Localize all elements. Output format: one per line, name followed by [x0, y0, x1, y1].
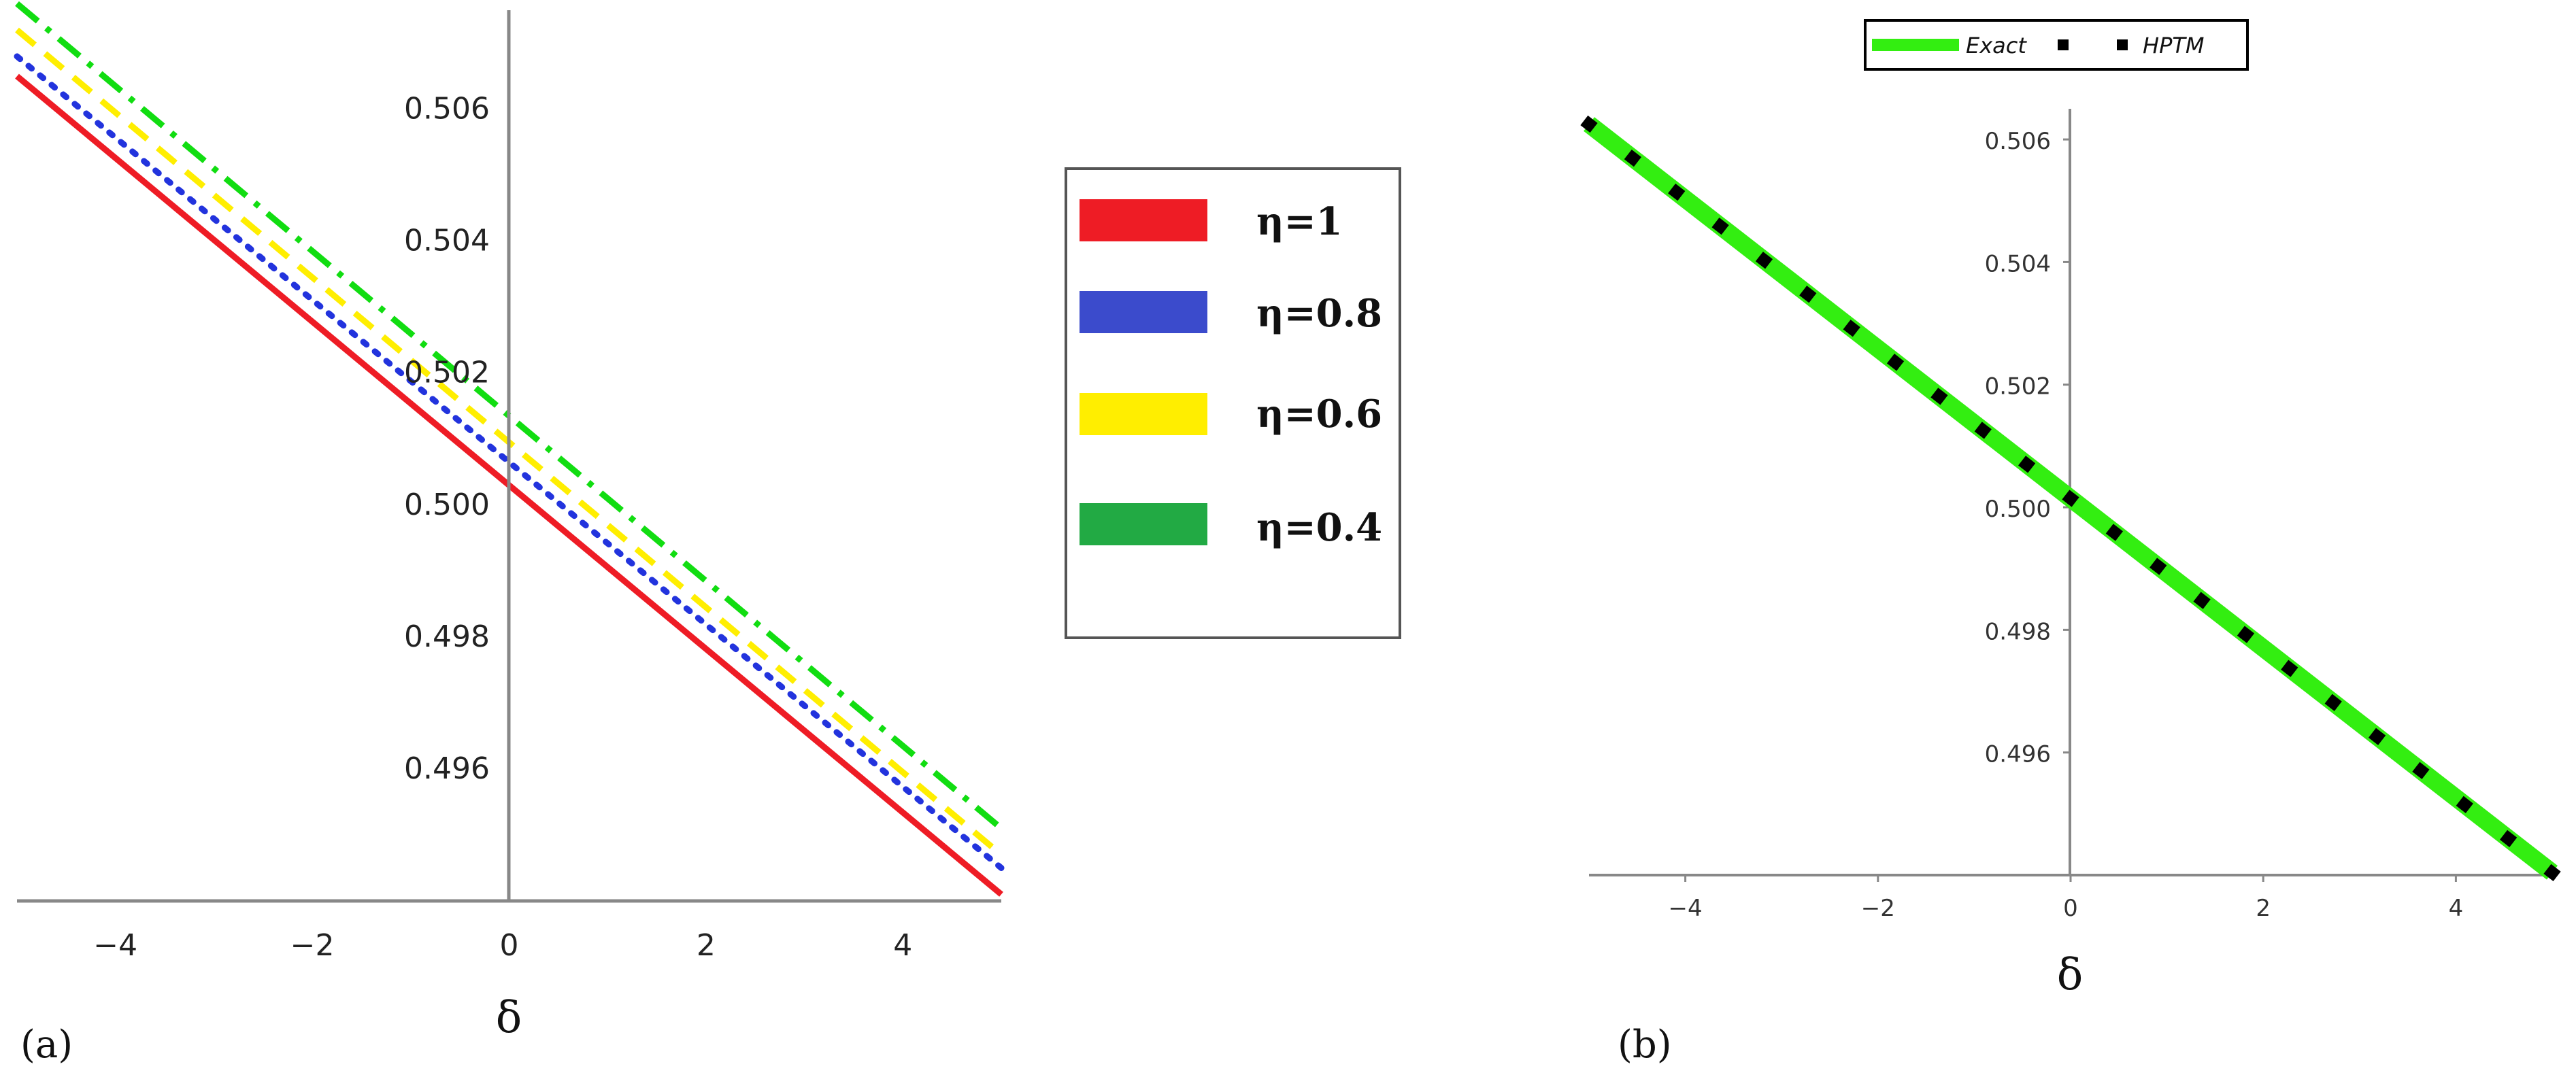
panel-a-x-tick-label: −4 — [93, 928, 137, 963]
legend-swatch-eta-0.8 — [1080, 291, 1207, 333]
legend-label-hptm: HPTM — [2143, 33, 2205, 58]
panel-a-x-tick-label: 0 — [500, 928, 519, 963]
panel-a-series--0.8 — [14, 53, 1005, 871]
panel-b-series-hptm-marker — [2412, 762, 2430, 779]
legend-swatch-eta-0.6 — [1080, 393, 1207, 435]
panel-b-x-label: δ — [2057, 950, 2084, 1000]
panel-b-series-hptm-marker — [2368, 728, 2386, 745]
panel-b-series-hptm-marker — [1843, 320, 1860, 337]
panel-b-x-tick-label: −2 — [1861, 895, 1895, 922]
panel-a-tag: (a) — [20, 1023, 73, 1067]
panel-b-series-hptm-marker — [2543, 864, 2561, 882]
legend-label-eta-1: η=1 — [1256, 199, 1343, 244]
panel-b-x-tick-label: 0 — [2063, 895, 2078, 922]
panel-b-tag: (b) — [1618, 1023, 1672, 1067]
panel-a-x-tick-label: 2 — [697, 928, 716, 963]
panel-a-y-tick-label: 0.502 — [404, 356, 490, 390]
panel-a-x-tick-label: 4 — [893, 928, 912, 963]
legend-marker-hptm-2 — [2117, 39, 2128, 50]
legend-marker-hptm-1 — [2058, 39, 2069, 50]
panel-b-series-hptm-marker — [2456, 796, 2473, 813]
panel-b-series-hptm-marker — [1886, 354, 1905, 371]
panel-b-y-tick-label: 0.504 — [1985, 250, 2051, 277]
panel-b-x-ticks: −4 −2 0 2 4 — [1669, 875, 2464, 922]
panel-b-series — [1580, 115, 2561, 882]
panel-a-x-label: δ — [496, 993, 522, 1043]
panel-b-series-hptm-marker — [1799, 286, 1817, 303]
panel-b-series-hptm-marker — [1580, 115, 1598, 133]
legend-label-eta-0.4: η=0.4 — [1256, 505, 1382, 550]
panel-b-series-hptm-marker — [1974, 422, 1992, 439]
legend-swatch-eta-0.4 — [1080, 503, 1207, 545]
panel-b-y-ticks: 0.496 0.498 0.500 0.502 0.504 0.506 — [1985, 128, 2070, 768]
panel-a-y-tick-label: 0.496 — [404, 751, 490, 786]
panel-b-series-hptm-marker — [1624, 149, 1641, 167]
panel-b-series-hptm-marker — [1668, 183, 1686, 201]
panel-b-y-tick-label: 0.500 — [1985, 496, 2051, 523]
legend-label-eta-0.6: η=0.6 — [1256, 392, 1382, 437]
legend-label-eta-0.8: η=0.8 — [1256, 291, 1382, 336]
panel-b-y-tick-label: 0.498 — [1985, 618, 2051, 645]
panel-b-series-hptm-marker — [2237, 626, 2255, 643]
panel-a-y-tick-label: 0.504 — [404, 224, 490, 258]
panel-a-x-ticks: −4 −2 0 2 4 — [93, 928, 912, 963]
panel-b-series-hptm-marker — [2062, 490, 2079, 507]
panel-b-series-hptm-marker — [2324, 694, 2342, 711]
panel-b-series-hptm-marker — [2018, 456, 2036, 473]
panel-a-y-ticks: 0.496 0.498 0.500 0.502 0.504 0.506 — [404, 92, 490, 786]
panel-b-series-hptm-marker — [1930, 388, 1948, 405]
panel-b-x-tick-label: 4 — [2449, 895, 2464, 922]
panel-b-series-hptm-marker — [2105, 524, 2123, 541]
panel-b-series-hptm-marker — [2500, 830, 2518, 847]
panel-a-y-tick-label: 0.498 — [404, 619, 490, 654]
panel-b-series-hptm-marker — [1711, 218, 1729, 235]
panel-a-x-tick-label: −2 — [290, 928, 335, 963]
panel-b-x-tick-label: 2 — [2256, 895, 2271, 922]
panel-b-series-hptm-marker — [1755, 252, 1773, 269]
legend-label-exact: Exact — [1966, 33, 2027, 58]
panel-b-y-tick-label: 0.506 — [1985, 128, 2051, 155]
panel-b-series-hptm-marker — [2193, 592, 2211, 609]
panel-b-y-tick-label: 0.502 — [1985, 373, 2051, 400]
panel-b-series-hptm-marker — [2281, 660, 2298, 677]
panel-b: 0.496 0.498 0.500 0.502 0.504 0.506 −4 −2 0 2 4 δ… — [1580, 19, 2561, 1067]
panel-a-y-tick-label: 0.500 — [404, 488, 490, 522]
panel-b-series-hptm-marker — [2150, 558, 2167, 575]
panel-a-y-tick-label: 0.506 — [404, 92, 490, 126]
legend-swatch-eta-1 — [1080, 199, 1207, 241]
panel-a: 0.496 0.498 0.500 0.502 0.504 0.506 −4 −2 0 2 4 δ… — [14, 1, 1401, 1067]
panel-b-legend: Exact HPTM — [1864, 19, 2249, 71]
panel-a-legend: η=1 η=0.8 η=0.6 η=0.4 — [1065, 167, 1401, 639]
panel-b-x-tick-label: −4 — [1669, 895, 1703, 922]
panel-b-y-tick-label: 0.496 — [1985, 741, 2051, 768]
